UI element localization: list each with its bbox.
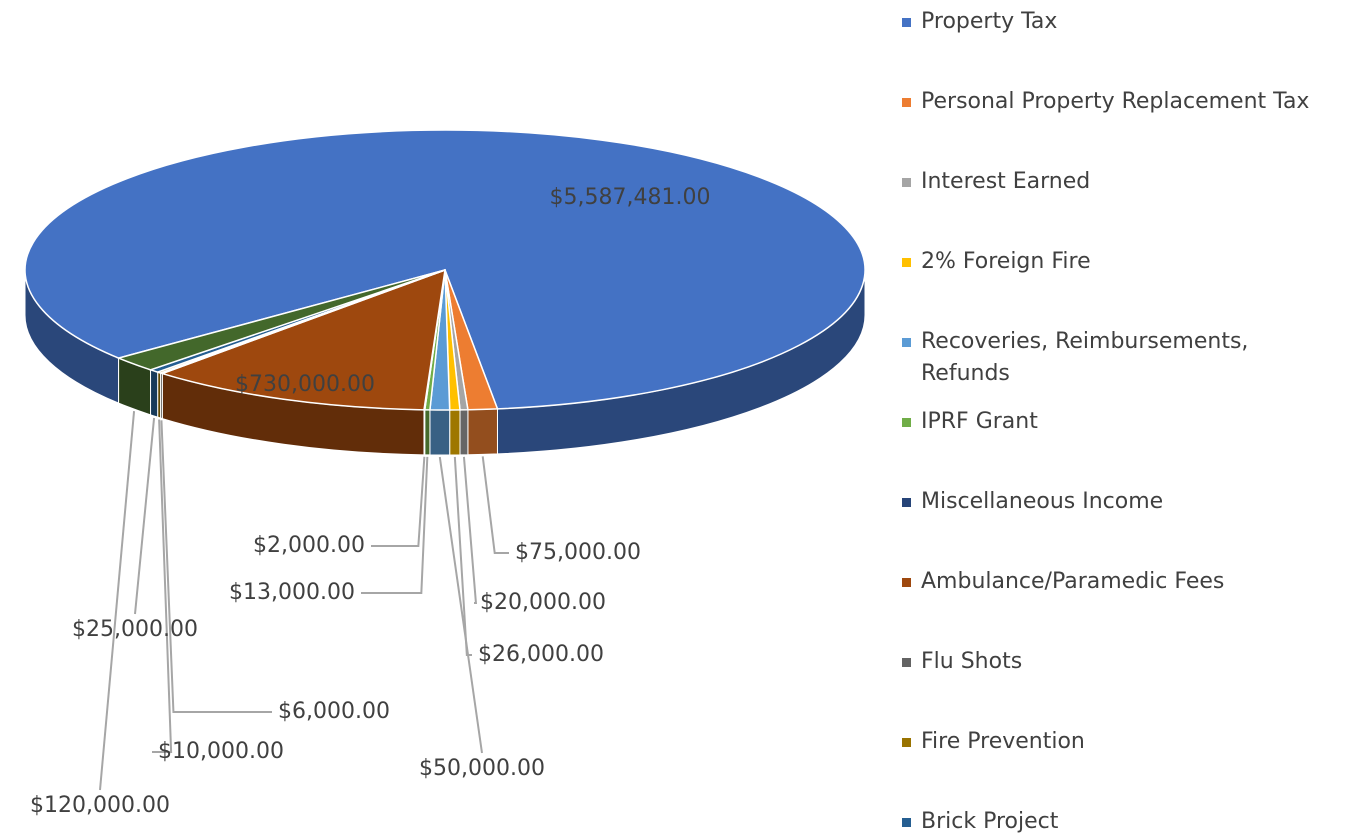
legend-item: Miscellaneous Income — [902, 486, 1342, 518]
data-label: $75,000.00 — [515, 540, 641, 565]
legend-swatch — [902, 818, 911, 827]
slice-side — [150, 369, 159, 418]
legend-label: Interest Earned — [921, 169, 1091, 194]
slice-side — [429, 409, 451, 456]
legend-swatch — [902, 338, 911, 347]
legend-swatch — [902, 738, 911, 747]
legend-label: Property Tax — [921, 9, 1058, 34]
legend-item: Flu Shots — [902, 646, 1342, 678]
slice-side — [424, 409, 431, 456]
data-label: $25,000.00 — [72, 617, 198, 642]
data-label: $730,000.00 — [235, 372, 375, 397]
leader-line — [481, 456, 509, 554]
legend-swatch — [902, 178, 911, 187]
data-label: $6,000.00 — [278, 699, 390, 724]
slice — [116, 269, 446, 371]
slice-side — [467, 408, 498, 456]
leader-line — [462, 456, 478, 604]
legend-item: Fire Prevention — [902, 726, 1342, 758]
leader-line — [152, 419, 173, 753]
leader-line — [160, 420, 272, 713]
legend-item: 2% Foreign Fire — [902, 246, 1342, 278]
data-label: $2,000.00 — [253, 533, 365, 558]
leader-line — [134, 417, 156, 615]
leader-line — [371, 456, 426, 547]
data-label: $5,587,481.00 — [550, 185, 711, 210]
legend-swatch — [902, 258, 911, 267]
leader-line — [438, 456, 483, 754]
legend-label: Personal Property Replacement Tax — [921, 89, 1310, 114]
data-label: $20,000.00 — [480, 590, 606, 615]
legend-label: Recoveries, Reimbursements, Refunds — [921, 329, 1249, 386]
legend-swatch — [902, 18, 911, 27]
legend-swatch — [902, 98, 911, 107]
data-label: $50,000.00 — [419, 756, 545, 781]
legend-swatch — [902, 578, 911, 587]
legend-label: 2% Foreign Fire — [921, 249, 1091, 274]
legend-item: Interest Earned — [902, 166, 1342, 198]
slice — [159, 268, 446, 411]
legend-label: Fire Prevention — [921, 729, 1085, 754]
leader-line — [99, 411, 136, 791]
legend-swatch — [902, 418, 911, 427]
legend-label: Flu Shots — [921, 649, 1023, 674]
slice-side — [449, 409, 461, 456]
legend-label: Ambulance/Paramedic Fees — [921, 569, 1225, 594]
legend-label: Brick Project — [921, 809, 1059, 834]
slice-side — [459, 409, 469, 456]
leader-line — [361, 456, 429, 594]
legend-item: Brick Project — [902, 806, 1342, 838]
legend-item: Personal Property Replacement Tax — [902, 86, 1342, 118]
legend-item: Recoveries, Reimbursements, Refunds — [902, 326, 1342, 390]
legend-swatch — [902, 658, 911, 667]
data-label: $10,000.00 — [158, 739, 284, 764]
legend-swatch — [902, 498, 911, 507]
data-label: $26,000.00 — [478, 642, 604, 667]
legend-label: Miscellaneous Income — [921, 489, 1164, 514]
leader-line — [453, 456, 472, 656]
legend-item: Ambulance/Paramedic Fees — [902, 566, 1342, 598]
data-label: $120,000.00 — [30, 793, 170, 818]
legend-item: IPRF Grant — [902, 406, 1342, 438]
chart: $5,587,481.00 $75,000.00 $20,000.00 $26,000… — [24, 129, 866, 818]
legend-item: Property Tax — [902, 6, 1342, 38]
legend-label: IPRF Grant — [921, 409, 1038, 434]
data-label: $13,000.00 — [229, 580, 355, 605]
